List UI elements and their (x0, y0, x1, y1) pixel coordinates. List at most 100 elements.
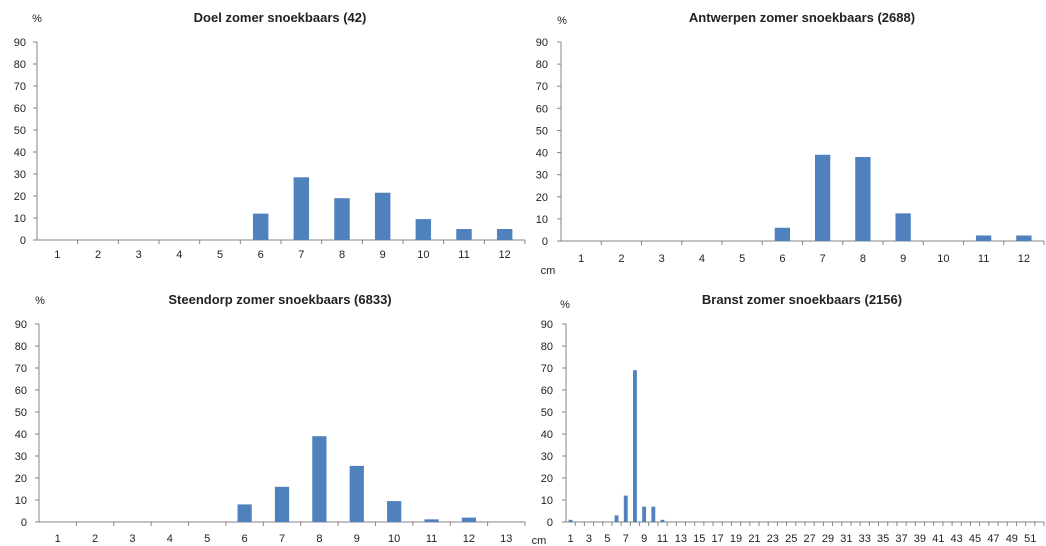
y-tick-label: 70 (541, 363, 553, 375)
y-tick-label: 40 (14, 147, 26, 159)
x-tick-label: 5 (739, 253, 745, 265)
x-tick-label: 3 (129, 533, 135, 545)
x-tick-label: 21 (748, 533, 760, 545)
bar-8 (312, 436, 327, 522)
bar-6 (614, 515, 619, 522)
y-tick-label: 60 (541, 385, 553, 397)
y-tick-label: 20 (14, 191, 26, 203)
x-tick-label: 5 (217, 249, 223, 261)
chart-title: Doel zomer snoekbaars (42) (194, 10, 367, 25)
x-tick-label: 3 (136, 249, 142, 261)
x-tick-label: 35 (877, 533, 889, 545)
x-tick-label: 4 (699, 253, 705, 265)
x-tick-label: 11 (978, 253, 989, 265)
bar-9 (374, 192, 391, 240)
x-tick-label: 7 (279, 533, 285, 545)
bar-12 (461, 517, 477, 522)
x-tick-label: 9 (900, 253, 906, 265)
x-tick-label: 1 (55, 533, 61, 545)
y-tick-label: 60 (15, 385, 27, 397)
x-tick-label: 29 (822, 533, 834, 545)
x-tick-label: 45 (969, 533, 981, 545)
y-tick-label: 70 (14, 81, 26, 93)
x-tick-label: 7 (820, 253, 826, 265)
y-tick-label: 60 (536, 103, 548, 115)
y-tick-label: 60 (14, 103, 26, 115)
bar-6 (237, 504, 252, 522)
bar-9 (349, 465, 364, 522)
x-tick-label: 19 (730, 533, 742, 545)
chart-panel-3: Steendorp zomer snoekbaars (6833)% cm 0 10 2… (15, 292, 547, 546)
y-tick-label: 30 (536, 170, 548, 182)
y-tick-label: 80 (15, 341, 27, 353)
y-tick-label: 0 (20, 235, 26, 247)
x-tick-label: 8 (316, 533, 322, 545)
x-tick-label: 49 (1006, 533, 1018, 545)
x-tick-label: 1 (568, 533, 574, 545)
bar-7 (274, 486, 290, 522)
x-tick-label: 10 (388, 533, 400, 545)
bar-8 (633, 370, 637, 522)
y-axis-label: % (560, 299, 570, 311)
y-tick-label: 0 (21, 517, 27, 529)
x-tick-label: 23 (767, 533, 779, 545)
chart-panel-1: Doel zomer snoekbaars (42)% 0 10 20 30 40 50 60… (14, 10, 526, 261)
chart-title: Antwerpen zomer snoekbaars (2688) (689, 10, 915, 25)
y-axis-label: % (32, 13, 42, 25)
bar-10 (651, 506, 656, 522)
bar-7 (814, 154, 831, 241)
x-tick-label: 17 (712, 533, 724, 545)
y-tick-label: 40 (536, 148, 548, 160)
y-tick-label: 80 (536, 59, 548, 71)
bar-1 (568, 519, 573, 522)
y-tick-label: 40 (541, 429, 553, 441)
x-tick-label: 13 (675, 533, 687, 545)
y-tick-label: 80 (541, 341, 553, 353)
x-axis-label: cm (541, 265, 556, 277)
bar-11 (456, 229, 472, 240)
x-tick-label: 1 (54, 249, 60, 261)
x-tick-label: 1 (578, 253, 584, 265)
x-tick-label: 41 (932, 533, 944, 545)
chart-title: Steendorp zomer snoekbaars (6833) (168, 292, 391, 307)
x-tick-label: 47 (987, 533, 999, 545)
x-tick-label: 43 (951, 533, 963, 545)
y-tick-label: 0 (542, 236, 548, 248)
bar-12 (1016, 235, 1032, 241)
y-tick-label: 90 (15, 319, 27, 331)
y-tick-label: 50 (14, 125, 26, 137)
bar-8 (334, 198, 350, 240)
x-tick-label: 8 (860, 253, 866, 265)
x-tick-label: 7 (298, 249, 304, 261)
x-tick-label: 11 (458, 249, 469, 261)
bar-6 (252, 213, 269, 240)
x-tick-label: 6 (779, 253, 785, 265)
y-tick-label: 10 (536, 214, 548, 226)
y-tick-label: 10 (15, 495, 27, 507)
x-tick-label: 51 (1024, 533, 1036, 545)
x-tick-label: 39 (914, 533, 926, 545)
x-tick-label: 9 (641, 533, 647, 545)
y-tick-label: 20 (15, 473, 27, 485)
x-axis-label: cm (532, 535, 547, 546)
bar-9 (895, 213, 911, 241)
y-tick-label: 70 (536, 81, 548, 93)
x-tick-label: 4 (167, 533, 173, 545)
x-tick-label: 9 (354, 533, 360, 545)
x-tick-label: 25 (785, 533, 797, 545)
y-tick-label: 20 (541, 473, 553, 485)
y-tick-label: 30 (541, 451, 553, 463)
x-tick-label: 7 (623, 533, 629, 545)
x-tick-label: 2 (618, 253, 624, 265)
y-tick-label: 90 (541, 319, 553, 331)
y-tick-label: 0 (547, 517, 553, 529)
x-tick-label: 11 (426, 533, 437, 545)
x-tick-label: 8 (339, 249, 345, 261)
y-tick-label: 50 (536, 125, 548, 137)
x-tick-label: 11 (657, 533, 668, 545)
x-tick-label: 13 (500, 533, 512, 545)
x-tick-label: 15 (693, 533, 705, 545)
x-tick-label: 27 (803, 533, 815, 545)
chart-title: Branst zomer snoekbaars (2156) (702, 292, 902, 307)
x-tick-label: 2 (92, 533, 98, 545)
